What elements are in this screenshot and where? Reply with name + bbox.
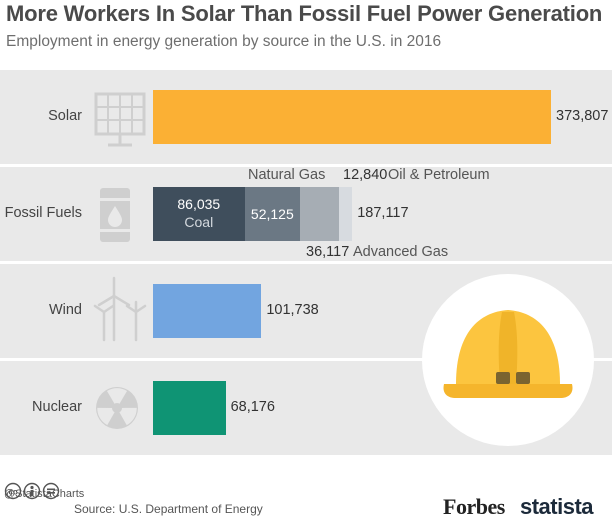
chart-subtitle: Employment in energy generation by sourc… <box>6 33 442 50</box>
category-label-solar: Solar <box>48 108 82 124</box>
coal-name-label: Coal <box>184 214 214 230</box>
forbes-logo: Forbes <box>443 494 505 519</box>
radiation-icon <box>96 387 138 429</box>
advanced-gas-value-annotation: 36,117 <box>306 244 350 260</box>
svg-text:cc: cc <box>9 488 18 497</box>
wind-turbine-icon <box>93 276 147 342</box>
coal-value-label: 86,035 <box>177 196 221 212</box>
bar-wind <box>153 284 262 338</box>
bar-segment-oil-petroleum <box>338 187 353 241</box>
chart-title: More Workers In Solar Than Fossil Fuel P… <box>6 1 603 26</box>
creative-commons-icon: cc <box>4 482 60 500</box>
value-label-wind: 101,738 <box>266 302 319 318</box>
oil-barrel-icon <box>98 188 132 242</box>
value-label-solar: 373,807 <box>556 108 609 124</box>
footer-handle: @StatistaCharts <box>4 488 85 500</box>
natural-gas-annotation: Natural Gas <box>248 167 326 183</box>
advanced-gas-annotation: Advanced Gas <box>353 244 449 260</box>
statista-logo: statista <box>520 494 594 519</box>
footer-source: Source: U.S. Department of Energy <box>74 502 263 516</box>
bar-solar <box>153 90 551 144</box>
bar-nuclear <box>153 381 226 435</box>
bar-segment-natural-gas: 52,125 <box>244 187 301 241</box>
category-label-fossil: Fossil Fuels <box>4 205 82 221</box>
value-label-nuclear: 68,176 <box>230 399 275 415</box>
bar-segment-coal: 86,035 Coal <box>153 187 245 241</box>
bar-segment-advanced-gas <box>300 187 339 241</box>
oil-petroleum-annotation: Oil & Petroleum <box>388 167 490 183</box>
hard-hat-icon <box>422 274 594 446</box>
value-label-fossil: 187,117 <box>357 205 409 221</box>
oil-petroleum-value-annotation: 12,840 <box>343 167 388 183</box>
natural-gas-value-label: 52,125 <box>250 206 294 222</box>
category-label-nuclear: Nuclear <box>32 399 82 415</box>
solar-panel-icon <box>94 92 146 147</box>
category-label-wind: Wind <box>48 302 82 318</box>
